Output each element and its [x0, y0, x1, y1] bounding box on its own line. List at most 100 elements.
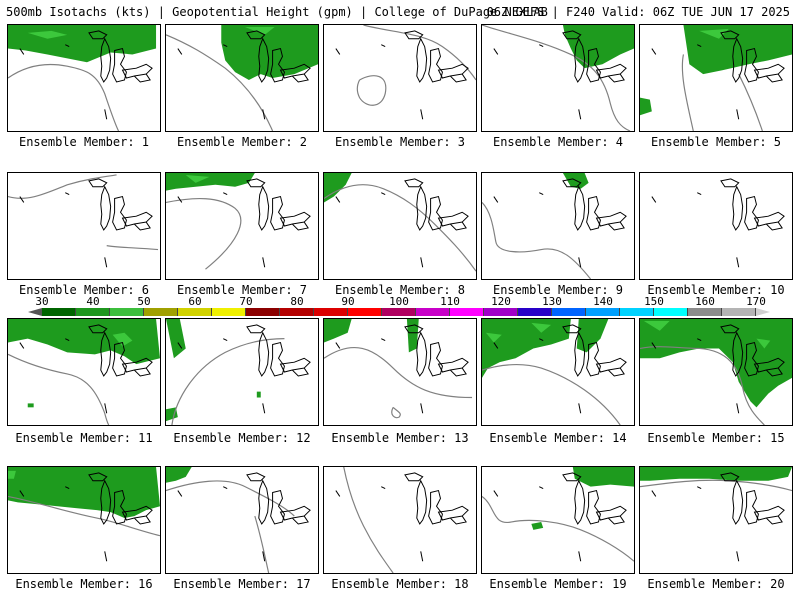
map-svg	[324, 319, 473, 419]
colorbar-right-arrow	[756, 308, 770, 316]
great-lakes-outline	[246, 178, 311, 231]
colorbar-tick-label: 70	[239, 295, 253, 308]
map-feature	[335, 342, 341, 349]
great-lakes-outline	[88, 30, 153, 83]
colorbar-tick-label: 120	[491, 295, 511, 308]
colorbar-tick-label: 160	[695, 295, 715, 308]
map-feature	[19, 196, 25, 203]
map-feature	[381, 486, 386, 490]
ensemble-member-map	[165, 466, 319, 574]
colorbar-left-arrow	[28, 308, 42, 316]
isotach-shading	[531, 521, 544, 530]
map-feature	[381, 192, 386, 196]
colorbar-tick-label: 60	[188, 295, 202, 308]
isotach-shading	[256, 391, 261, 398]
colorbar-swatch	[688, 308, 722, 316]
ensemble-member-map	[481, 172, 635, 280]
isotach-shading	[406, 319, 419, 353]
map-feature	[493, 196, 499, 203]
height-contour	[166, 480, 295, 573]
ensemble-member-caption: Ensemble Member: 19	[489, 577, 627, 591]
map-feature	[697, 192, 702, 196]
great-lakes-outline	[88, 178, 153, 231]
map-feature	[177, 196, 183, 203]
colorbar-tick-label: 40	[86, 295, 100, 308]
ensemble-member-map	[639, 172, 793, 280]
colorbar-tick-label: 130	[542, 295, 562, 308]
ensemble-member-map	[323, 24, 477, 132]
map-feature	[736, 109, 740, 120]
great-lakes-outline	[404, 324, 469, 377]
height-contour	[482, 363, 621, 425]
map-feature	[493, 48, 499, 55]
isotach-shading	[8, 467, 160, 519]
colorbar-swatch	[518, 308, 552, 316]
colorbar-swatch	[42, 308, 76, 316]
ensemble-member-map	[165, 24, 319, 132]
colorbar-tick-label: 170	[746, 295, 766, 308]
map-svg	[482, 25, 634, 131]
ensemble-member-map	[481, 466, 635, 574]
height-contour	[681, 54, 763, 131]
colorbar-tick-label: 140	[593, 295, 613, 308]
map-feature	[262, 109, 266, 120]
height-contour	[8, 353, 110, 425]
height-contour	[640, 479, 792, 492]
map-svg	[482, 467, 634, 562]
isotach-shading-strong	[699, 28, 729, 39]
map-svg	[335, 467, 469, 573]
height-contour	[482, 202, 592, 279]
map-feature	[539, 338, 544, 342]
map-svg	[166, 25, 318, 131]
map-feature	[19, 342, 25, 349]
ensemble-member-caption: Ensemble Member: 4	[492, 135, 624, 149]
isotach-shading-strong	[244, 26, 275, 35]
map-feature	[223, 44, 228, 48]
height-contour	[8, 174, 159, 251]
map-feature	[420, 403, 424, 414]
ensemble-member-caption: Ensemble Member: 3	[334, 135, 466, 149]
map-feature	[19, 490, 25, 497]
isotach-shading	[8, 319, 160, 365]
ensemble-member-map	[165, 318, 319, 426]
map-svg	[640, 319, 792, 425]
map-feature	[104, 403, 108, 414]
height-contour	[356, 25, 476, 106]
isotach-shading-strong	[185, 174, 210, 183]
great-lakes-outline	[562, 472, 627, 525]
map-feature	[578, 403, 582, 414]
colorbar-swatch	[314, 308, 348, 316]
colorbar-swatch	[654, 308, 688, 316]
map-feature	[697, 486, 702, 490]
map-svg	[482, 319, 627, 425]
colorbar-swatch	[552, 308, 586, 316]
height-contour	[166, 34, 274, 131]
ensemble-member-map	[165, 172, 319, 280]
map-svg	[324, 173, 476, 272]
map-feature	[539, 44, 544, 48]
map-feature	[736, 257, 740, 268]
map-feature	[651, 48, 657, 55]
map-feature	[177, 342, 183, 349]
colorbar-swatch	[484, 308, 518, 316]
map-feature	[19, 48, 25, 55]
isotach-shading	[482, 319, 571, 378]
ensemble-member-caption: Ensemble Member: 9	[492, 283, 624, 297]
colorbar-swatch	[416, 308, 450, 316]
isotach-shading	[576, 319, 609, 353]
map-svg	[8, 174, 159, 268]
isotach-shading	[640, 467, 792, 481]
isotach-shading	[683, 25, 792, 75]
map-svg	[482, 173, 627, 279]
great-lakes-outline	[404, 178, 469, 231]
colorbar-tick-label: 150	[644, 295, 664, 308]
height-contour	[482, 25, 631, 131]
isotach-shading	[166, 467, 192, 483]
map-feature	[420, 551, 424, 562]
ensemble-member-map	[639, 466, 793, 574]
ensemble-member-map	[7, 466, 161, 574]
map-feature	[697, 338, 702, 342]
map-feature	[223, 338, 228, 342]
great-lakes-outline	[404, 472, 469, 525]
colorbar-swatch	[722, 308, 756, 316]
